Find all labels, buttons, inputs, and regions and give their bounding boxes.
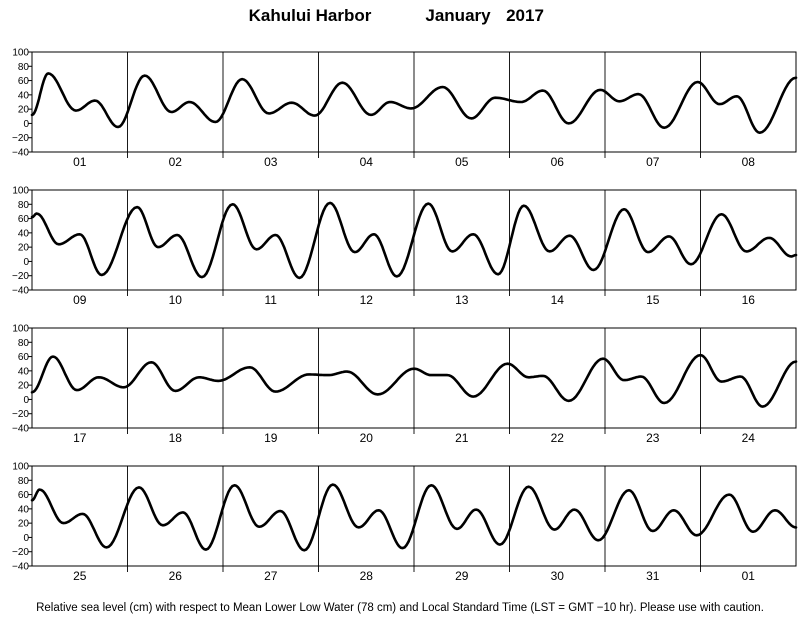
day-label: 05 xyxy=(455,155,469,169)
tide-panel-4: 100 80 60 40 20 0 −20 −40 25 26 27 28 29 30 31 01 xyxy=(12,462,798,583)
chart-footnote: Relative sea level (cm) with respect to … xyxy=(36,602,764,614)
day-label: 26 xyxy=(169,569,183,583)
y-tick-label: 60 xyxy=(18,76,30,87)
day-label: 14 xyxy=(551,293,565,307)
day-label: 08 xyxy=(742,155,756,169)
y-tick-label: 0 xyxy=(23,395,29,406)
y-tick-label: 20 xyxy=(18,243,30,254)
day-label: 01 xyxy=(73,155,87,169)
day-label: 24 xyxy=(742,431,756,445)
y-tick-label: 80 xyxy=(18,62,30,73)
day-label: 03 xyxy=(264,155,278,169)
day-label: 11 xyxy=(265,293,278,307)
day-label: 17 xyxy=(73,431,87,445)
day-label: 06 xyxy=(551,155,565,169)
y-tick-label: 40 xyxy=(18,504,30,515)
y-tick-label: 20 xyxy=(18,519,30,530)
y-tick-label: 60 xyxy=(18,490,30,501)
day-label: 12 xyxy=(360,293,374,307)
plot-frame xyxy=(31,189,797,291)
y-tick-label: 100 xyxy=(12,324,29,335)
y-tick-label: 100 xyxy=(12,186,29,197)
tide-curve xyxy=(30,72,798,134)
tide-panel-2: 100 80 60 40 20 0 −20 −40 09 10 11 12 13 14 15 16 xyxy=(12,186,798,307)
y-tick-label: −40 xyxy=(12,562,29,573)
y-tick-label: 20 xyxy=(18,105,30,116)
day-label: 16 xyxy=(742,293,756,307)
day-label: 25 xyxy=(73,569,87,583)
tide-curve xyxy=(30,201,798,280)
day-label: 02 xyxy=(169,155,183,169)
tide-panel-1: 100 80 60 40 20 0 −20 −40 01 02 03 04 05 06 07 08 xyxy=(12,48,798,169)
day-label: 21 xyxy=(455,431,469,445)
chart-title-month: January xyxy=(425,6,491,25)
y-tick-label: 100 xyxy=(12,48,29,59)
y-tick-label: −20 xyxy=(12,271,29,282)
y-tick-label: −40 xyxy=(12,148,29,159)
chart-title-year: 2017 xyxy=(506,6,544,25)
day-label: 19 xyxy=(264,431,278,445)
day-label: 30 xyxy=(551,569,565,583)
y-tick-label: 0 xyxy=(23,257,29,268)
day-label: 23 xyxy=(646,431,660,445)
tide-curve xyxy=(30,353,798,408)
day-label: 31 xyxy=(646,569,660,583)
y-tick-label: 80 xyxy=(18,200,30,211)
chart-title-station: Kahului Harbor xyxy=(249,6,372,25)
day-label: 09 xyxy=(73,293,87,307)
day-label: 28 xyxy=(360,569,374,583)
day-label: 01 xyxy=(742,569,756,583)
day-label: 15 xyxy=(646,293,660,307)
day-label: 13 xyxy=(455,293,469,307)
day-label: 22 xyxy=(551,431,565,445)
y-tick-label: 100 xyxy=(12,462,29,473)
y-tick-label: 80 xyxy=(18,338,30,349)
y-tick-label: −40 xyxy=(12,286,29,297)
y-tick-label: 80 xyxy=(18,476,30,487)
y-tick-label: 60 xyxy=(18,352,30,363)
y-tick-label: 40 xyxy=(18,228,30,239)
day-label: 20 xyxy=(360,431,374,445)
y-tick-label: −40 xyxy=(12,424,29,435)
day-label: 04 xyxy=(360,155,374,169)
day-label: 18 xyxy=(169,431,183,445)
y-tick-label: 40 xyxy=(18,366,30,377)
day-label: 27 xyxy=(264,569,278,583)
tide-panel-3: 100 80 60 40 20 0 −20 −40 17 18 19 20 21 22 23 24 xyxy=(12,324,798,445)
plot-frame xyxy=(31,465,797,567)
y-tick-label: 60 xyxy=(18,214,30,225)
y-tick-label: 40 xyxy=(18,90,30,101)
day-label: 10 xyxy=(169,293,183,307)
tide-curve xyxy=(30,483,798,552)
y-tick-label: −20 xyxy=(12,133,29,144)
day-label: 07 xyxy=(646,155,660,169)
plot-frame xyxy=(31,327,797,429)
plot-frame xyxy=(31,51,797,153)
y-tick-label: −20 xyxy=(12,409,29,420)
y-tick-label: −20 xyxy=(12,547,29,558)
y-tick-label: 0 xyxy=(23,119,29,130)
day-label: 29 xyxy=(455,569,469,583)
y-tick-label: 20 xyxy=(18,381,30,392)
y-tick-label: 0 xyxy=(23,533,29,544)
